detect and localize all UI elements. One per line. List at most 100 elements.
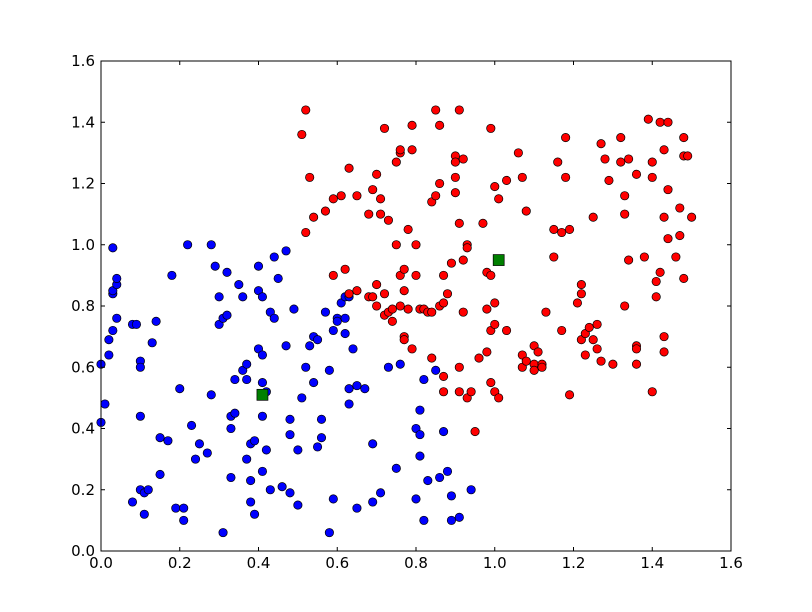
- series-2-point-118: [565, 224, 575, 234]
- series-2-point-91: [490, 298, 500, 308]
- series-2-point-160: [663, 117, 673, 127]
- series-1-point-92: [313, 335, 323, 345]
- series-1-point-23: [135, 362, 145, 372]
- series-2-point-142: [624, 154, 634, 164]
- series-2-point-42: [403, 224, 413, 234]
- series-2-point-64: [446, 258, 456, 268]
- series-1-point-102: [332, 316, 342, 326]
- series-1-point-99: [328, 494, 338, 504]
- series-1-point-33: [183, 240, 193, 250]
- series-2-point-13: [352, 191, 362, 201]
- series-1-point-94: [316, 414, 327, 424]
- series-1-point-36: [194, 439, 204, 449]
- series-2-point-69: [454, 105, 464, 115]
- series-2-point-139: [620, 209, 630, 219]
- series-2-point-87: [486, 123, 496, 133]
- series-1-point-60: [246, 497, 256, 507]
- series-1-point-81: [285, 414, 295, 424]
- series-2-point-79: [466, 387, 476, 397]
- series-2-point-59: [439, 298, 449, 308]
- series-3-point-2: [492, 254, 505, 266]
- series-1-point-112: [352, 381, 362, 391]
- series-1-point-61: [250, 509, 260, 519]
- points-layer: [96, 105, 697, 538]
- series-1-point-6: [108, 243, 118, 253]
- series-1-point-86: [293, 500, 303, 510]
- series-2-point-60: [439, 371, 449, 381]
- series-2-point-147: [639, 252, 649, 262]
- series-1-point-115: [368, 439, 378, 449]
- series-1-point-44: [218, 528, 228, 538]
- series-1-point-67: [257, 350, 267, 360]
- series-2-point-81: [474, 353, 484, 363]
- series-2-point-153: [651, 292, 661, 302]
- series-1-point-49: [226, 472, 236, 483]
- series-1-point-2: [100, 399, 110, 409]
- series-1-point-10: [112, 273, 122, 283]
- series-2-point-77: [462, 243, 472, 253]
- series-2-point-80: [470, 427, 480, 437]
- series-2-point-136: [616, 133, 626, 143]
- series-1-point-87: [297, 393, 307, 403]
- series-2-point-43: [407, 145, 417, 155]
- y-tick-label: 0.0: [71, 542, 95, 560]
- series-1-point-46: [222, 310, 232, 320]
- series-2-point-126: [584, 322, 594, 332]
- series-2-point-157: [659, 332, 669, 342]
- series-2-point-98: [513, 148, 523, 158]
- series-1-point-29: [171, 503, 181, 513]
- series-1-point-39: [206, 390, 216, 400]
- series-1-point-97: [324, 365, 334, 375]
- series-1-point-127: [423, 476, 433, 486]
- series-1-point-111: [352, 503, 362, 513]
- series-2-point-72: [454, 387, 464, 397]
- series-1-point-69: [257, 411, 267, 421]
- series-2-point-90: [490, 182, 500, 192]
- series-2-point-92: [490, 319, 500, 329]
- series-2-point-119: [565, 390, 575, 400]
- series-1-point-119: [395, 359, 405, 369]
- series-2-point-127: [588, 212, 598, 222]
- series-2-point-169: [683, 151, 693, 161]
- y-tick-label: 0.4: [71, 420, 95, 438]
- x-tick-label: 0.0: [89, 554, 113, 572]
- series-1-point-40: [210, 261, 220, 271]
- series-2-point-106: [529, 365, 539, 375]
- series-2-point-19: [372, 280, 382, 290]
- series-1-point-82: [285, 430, 295, 440]
- series-2-point-67: [450, 172, 460, 182]
- series-2-point-133: [600, 154, 610, 164]
- series-1-point-124: [415, 451, 425, 461]
- y-tick-label: 0.6: [71, 358, 95, 376]
- series-1-point-78: [277, 482, 287, 492]
- series-2-point-28: [383, 215, 393, 225]
- series-2-point-109: [537, 362, 547, 372]
- series-1-point-68: [257, 378, 267, 388]
- series-2-point-158: [659, 347, 669, 357]
- series-2-point-29: [387, 316, 397, 326]
- series-1-point-116: [376, 488, 386, 498]
- series-1-point-113: [360, 384, 370, 394]
- series-2-point-34: [395, 145, 405, 155]
- series-1-point-84: [289, 304, 299, 314]
- series-1-point-47: [226, 423, 236, 434]
- series-1-point-59: [246, 476, 256, 486]
- series-1-point-134: [454, 512, 464, 522]
- series-1-point-31: [179, 503, 189, 513]
- series-2-point-55: [431, 191, 441, 201]
- series-2-point-20: [372, 301, 382, 311]
- series-2-point-129: [592, 319, 602, 329]
- series-2-point-31: [391, 240, 401, 250]
- series-2-point-16: [364, 209, 374, 219]
- series-1-point-12: [112, 313, 122, 323]
- series-1-point-14: [131, 319, 141, 329]
- series-1-point-132: [446, 515, 456, 525]
- series-1-point-34: [187, 420, 197, 430]
- series-2-point-37: [399, 264, 409, 274]
- series-2-point-83: [482, 304, 492, 314]
- series-2-point-73: [458, 255, 468, 265]
- series-2-point-25: [379, 289, 390, 299]
- series-2-point-32: [391, 157, 401, 167]
- series-2-point-10: [340, 264, 350, 274]
